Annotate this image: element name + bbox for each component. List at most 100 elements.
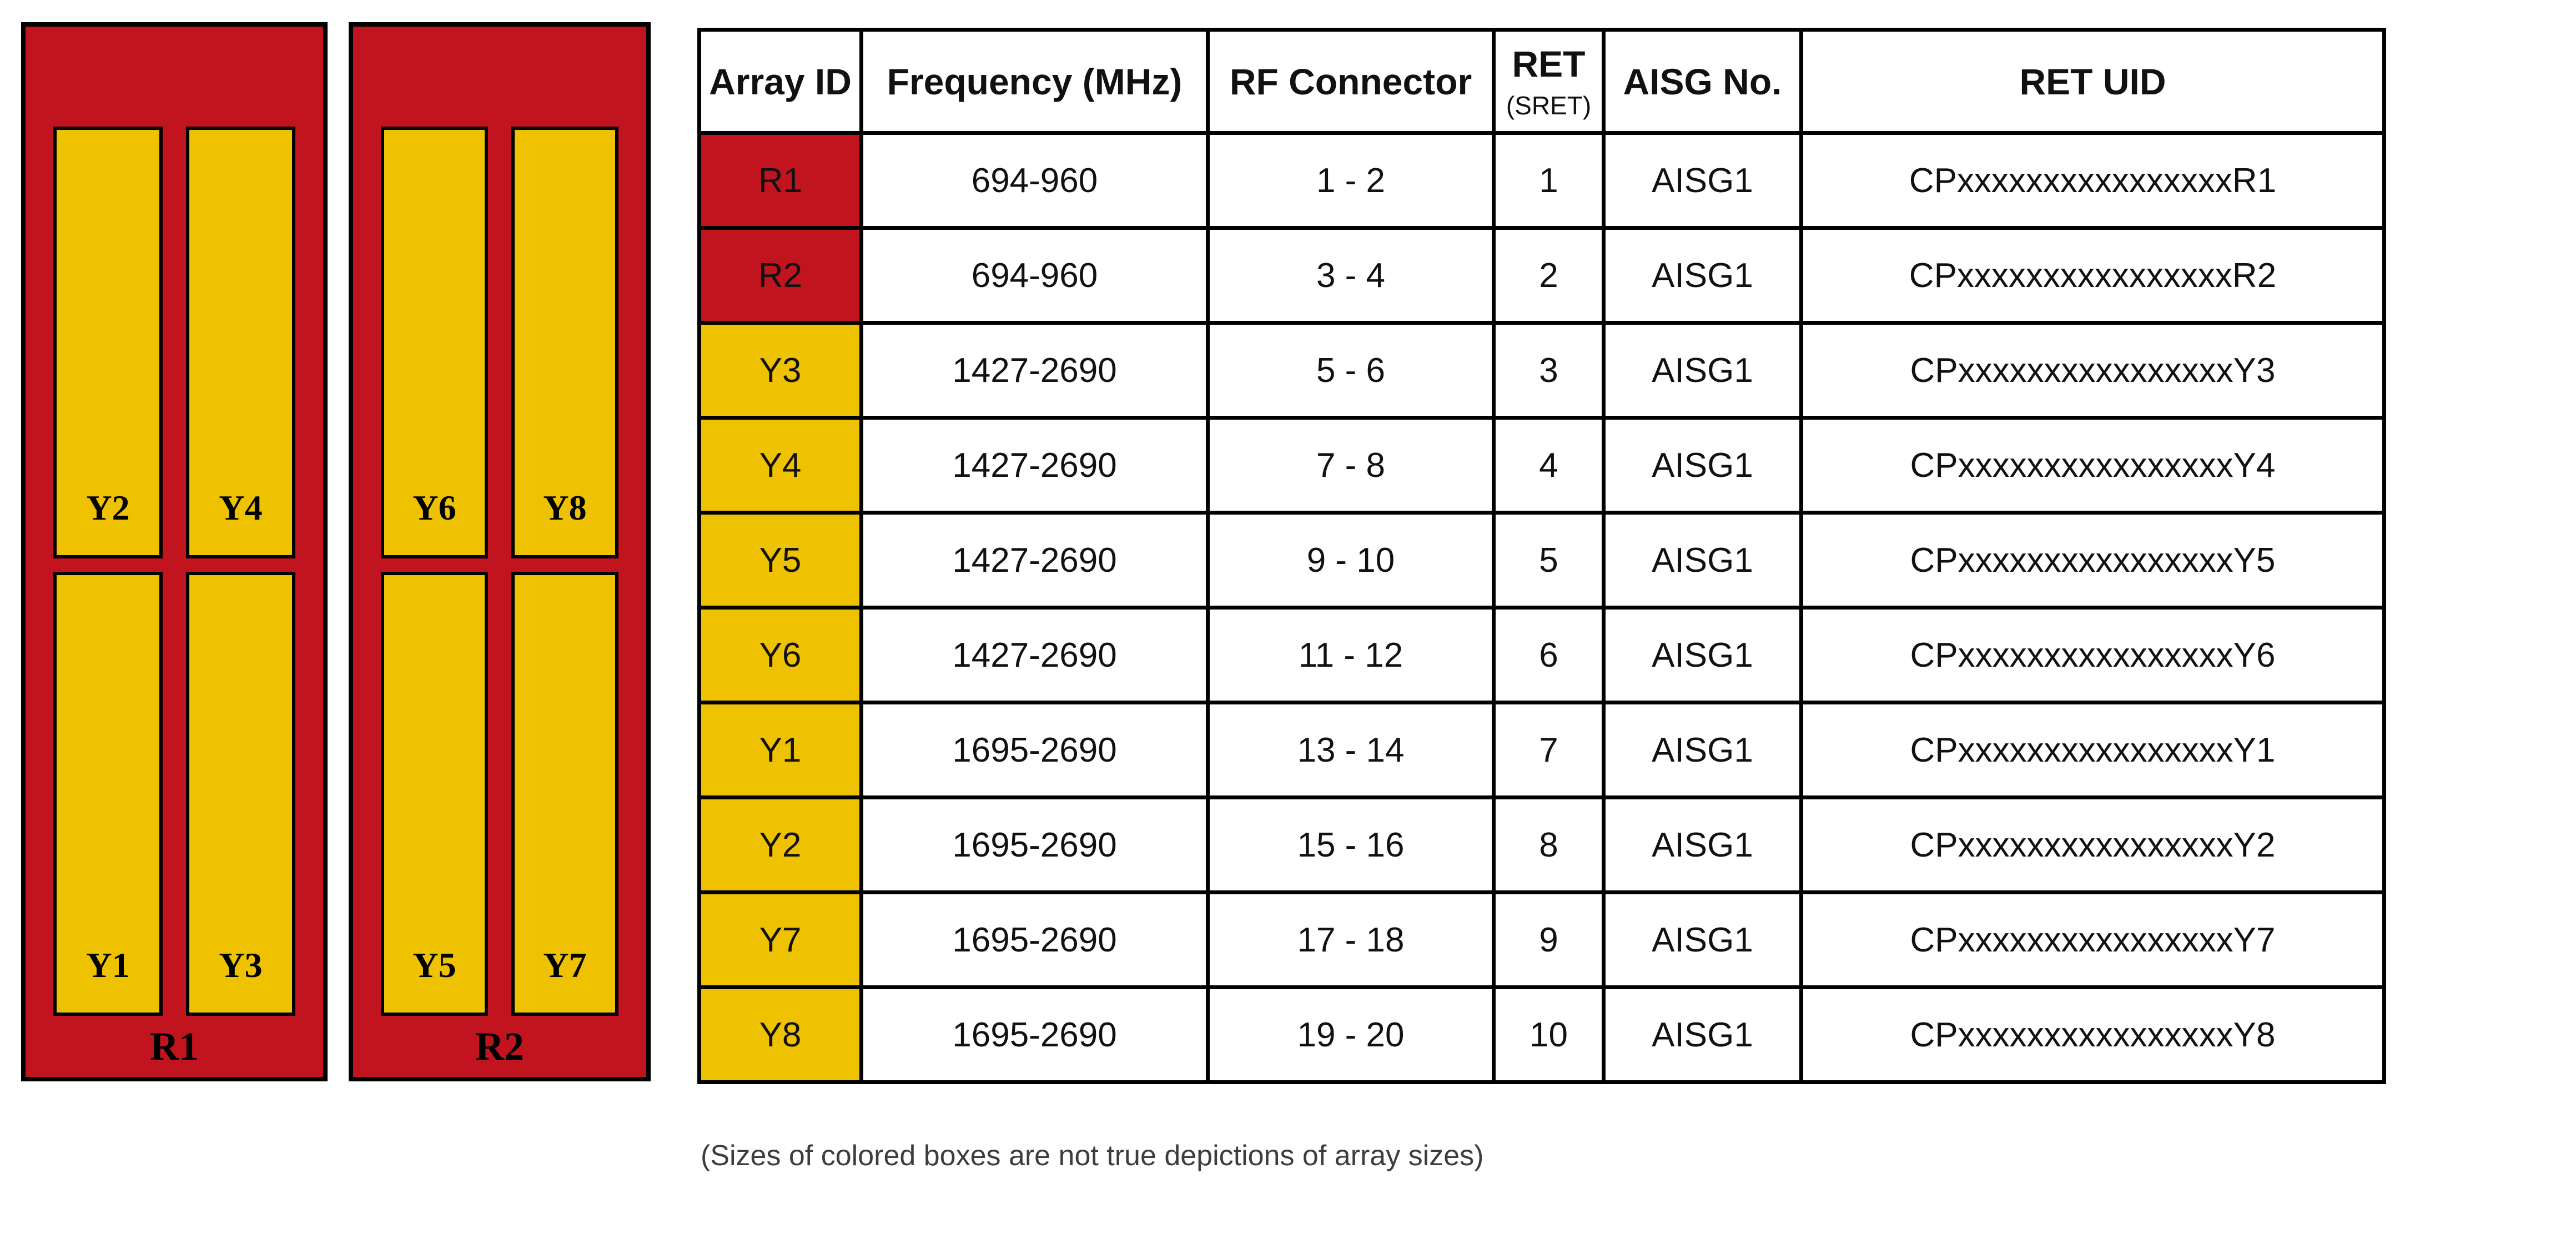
rf-connector-cell: 7 - 8 bbox=[1206, 416, 1496, 515]
array-box-y8: Y8 bbox=[511, 127, 618, 558]
rf-connector-cell: 13 - 14 bbox=[1206, 701, 1496, 799]
array-box-y3: Y3 bbox=[186, 572, 295, 1016]
array-label-y8: Y8 bbox=[543, 488, 587, 527]
table-row: Y5 1427-2690 9 - 10 5 AISG1 CPxxxxxxxxxxxxxxx… bbox=[697, 511, 2386, 610]
frequency-cell: 1427-2690 bbox=[859, 416, 1210, 515]
array-label-y4: Y4 bbox=[219, 488, 263, 527]
rf-connector-cell: 17 - 18 bbox=[1206, 890, 1496, 989]
header-ret: RET (SRET) bbox=[1492, 28, 1606, 135]
ret-uid-cell: CPxxxxxxxxxxxxxxxxR1 bbox=[1799, 131, 2386, 230]
ret-uid-cell: CPxxxxxxxxxxxxxxxxY2 bbox=[1799, 795, 2386, 894]
frequency-cell: 1427-2690 bbox=[859, 606, 1210, 704]
array-box-y1: Y1 bbox=[53, 572, 163, 1016]
table-row: Y4 1427-2690 7 - 8 4 AISG1 CPxxxxxxxxxxxxxxxx… bbox=[697, 416, 2386, 515]
table-header-row: Array ID Frequency (MHz) RF Connector RE… bbox=[697, 28, 2386, 135]
array-label-y6: Y6 bbox=[412, 488, 456, 527]
ret-cell: 3 bbox=[1492, 321, 1606, 420]
rf-connector-cell: 9 - 10 bbox=[1206, 511, 1496, 610]
frequency-cell: 1695-2690 bbox=[859, 701, 1210, 799]
frequency-cell: 1427-2690 bbox=[859, 321, 1210, 420]
table-row: R2 694-960 3 - 4 2 AISG1 CPxxxxxxxxxxxxxxxxR2 bbox=[697, 226, 2386, 325]
table-row: Y7 1695-2690 17 - 18 9 AISG1 CPxxxxxxxxxxxxxx… bbox=[697, 890, 2386, 989]
header-ret-uid: RET UID bbox=[1799, 28, 2386, 135]
array-id-cell: R2 bbox=[697, 226, 863, 325]
ret-cell: 5 bbox=[1492, 511, 1606, 610]
aisg-cell: AISG1 bbox=[1602, 890, 1803, 989]
ret-uid-cell: CPxxxxxxxxxxxxxxxxY7 bbox=[1799, 890, 2386, 989]
table-row: Y8 1695-2690 19 - 20 10 AISG1 CPxxxxxxxxxxxxx… bbox=[697, 985, 2386, 1084]
antenna-panel-r1: Y2 Y4 Y1 Y3 R1 bbox=[21, 22, 328, 1081]
array-box-y5: Y5 bbox=[381, 572, 488, 1016]
rf-connector-cell: 15 - 16 bbox=[1206, 795, 1496, 894]
array-id-cell: Y1 bbox=[697, 701, 863, 799]
array-label-y5: Y5 bbox=[412, 945, 456, 985]
antenna-panel-r2: Y6 Y8 Y5 Y7 R2 bbox=[349, 22, 651, 1081]
ret-uid-cell: CPxxxxxxxxxxxxxxxxY5 bbox=[1799, 511, 2386, 610]
array-label-y1: Y1 bbox=[86, 945, 130, 985]
ret-uid-cell: CPxxxxxxxxxxxxxxxxY3 bbox=[1799, 321, 2386, 420]
rf-connector-cell: 11 - 12 bbox=[1206, 606, 1496, 704]
ret-cell: 9 bbox=[1492, 890, 1606, 989]
ret-cell: 6 bbox=[1492, 606, 1606, 704]
array-id-cell: Y8 bbox=[697, 985, 863, 1084]
port-mapping-table-wrap: Array ID Frequency (MHz) RF Connector RE… bbox=[697, 28, 2386, 1084]
header-ret-main: RET bbox=[1512, 43, 1586, 84]
array-label-y3: Y3 bbox=[219, 945, 263, 985]
port-mapping-table-body: R1 694-960 1 - 2 1 AISG1 CPxxxxxxxxxxxxxxxxR1… bbox=[697, 131, 2386, 1084]
aisg-cell: AISG1 bbox=[1602, 416, 1803, 515]
rf-connector-cell: 3 - 4 bbox=[1206, 226, 1496, 325]
panel-r2-top-array-row: Y6 Y8 bbox=[353, 127, 646, 558]
frequency-cell: 694-960 bbox=[859, 226, 1210, 325]
aisg-cell: AISG1 bbox=[1602, 131, 1803, 230]
rf-connector-cell: 1 - 2 bbox=[1206, 131, 1496, 230]
ret-uid-cell: CPxxxxxxxxxxxxxxxxY6 bbox=[1799, 606, 2386, 704]
aisg-cell: AISG1 bbox=[1602, 511, 1803, 610]
port-mapping-table: Array ID Frequency (MHz) RF Connector RE… bbox=[697, 28, 2386, 1084]
table-row: Y6 1427-2690 11 - 12 6 AISG1 CPxxxxxxxxxxxxxx… bbox=[697, 606, 2386, 704]
panel-label-r2: R2 bbox=[475, 1024, 524, 1069]
aisg-cell: AISG1 bbox=[1602, 321, 1803, 420]
ret-uid-cell: CPxxxxxxxxxxxxxxxxR2 bbox=[1799, 226, 2386, 325]
array-box-y7: Y7 bbox=[511, 572, 618, 1016]
array-id-cell: Y3 bbox=[697, 321, 863, 420]
ret-cell: 7 bbox=[1492, 701, 1606, 799]
array-id-cell: Y2 bbox=[697, 795, 863, 894]
array-id-cell: Y5 bbox=[697, 511, 863, 610]
table-row: Y1 1695-2690 13 - 14 7 AISG1 CPxxxxxxxxxxxxxx… bbox=[697, 701, 2386, 799]
array-id-cell: Y7 bbox=[697, 890, 863, 989]
array-box-y4: Y4 bbox=[186, 127, 295, 558]
ret-uid-cell: CPxxxxxxxxxxxxxxxxY4 bbox=[1799, 416, 2386, 515]
frequency-cell: 1695-2690 bbox=[859, 985, 1210, 1084]
ret-cell: 10 bbox=[1492, 985, 1606, 1084]
panel-label-r1: R1 bbox=[150, 1024, 199, 1069]
panel-r2-bottom-array-row: Y5 Y7 bbox=[353, 572, 646, 1016]
header-array-id: Array ID bbox=[697, 28, 863, 135]
frequency-cell: 1427-2690 bbox=[859, 511, 1210, 610]
table-row: R1 694-960 1 - 2 1 AISG1 CPxxxxxxxxxxxxxxxxR1 bbox=[697, 131, 2386, 230]
aisg-cell: AISG1 bbox=[1602, 795, 1803, 894]
frequency-cell: 1695-2690 bbox=[859, 795, 1210, 894]
ret-uid-cell: CPxxxxxxxxxxxxxxxxY8 bbox=[1799, 985, 2386, 1084]
panel-r1-bottom-array-row: Y1 Y3 bbox=[26, 572, 323, 1016]
footnote: (Sizes of colored boxes are not true dep… bbox=[701, 1140, 1484, 1172]
ret-cell: 8 bbox=[1492, 795, 1606, 894]
header-aisg: AISG No. bbox=[1602, 28, 1803, 135]
rf-connector-cell: 5 - 6 bbox=[1206, 321, 1496, 420]
ret-cell: 1 bbox=[1492, 131, 1606, 230]
rf-connector-cell: 19 - 20 bbox=[1206, 985, 1496, 1084]
ret-cell: 4 bbox=[1492, 416, 1606, 515]
array-id-cell: Y6 bbox=[697, 606, 863, 704]
frequency-cell: 694-960 bbox=[859, 131, 1210, 230]
table-row: Y2 1695-2690 15 - 16 8 AISG1 CPxxxxxxxxxxxxxx… bbox=[697, 795, 2386, 894]
array-id-cell: Y4 bbox=[697, 416, 863, 515]
ret-cell: 2 bbox=[1492, 226, 1606, 325]
header-rf-connector: RF Connector bbox=[1206, 28, 1496, 135]
ret-uid-cell: CPxxxxxxxxxxxxxxxxY1 bbox=[1799, 701, 2386, 799]
aisg-cell: AISG1 bbox=[1602, 985, 1803, 1084]
array-id-cell: R1 bbox=[697, 131, 863, 230]
aisg-cell: AISG1 bbox=[1602, 226, 1803, 325]
array-label-y7: Y7 bbox=[543, 945, 587, 985]
array-label-y2: Y2 bbox=[86, 488, 130, 527]
panel-r1-top-array-row: Y2 Y4 bbox=[26, 127, 323, 558]
